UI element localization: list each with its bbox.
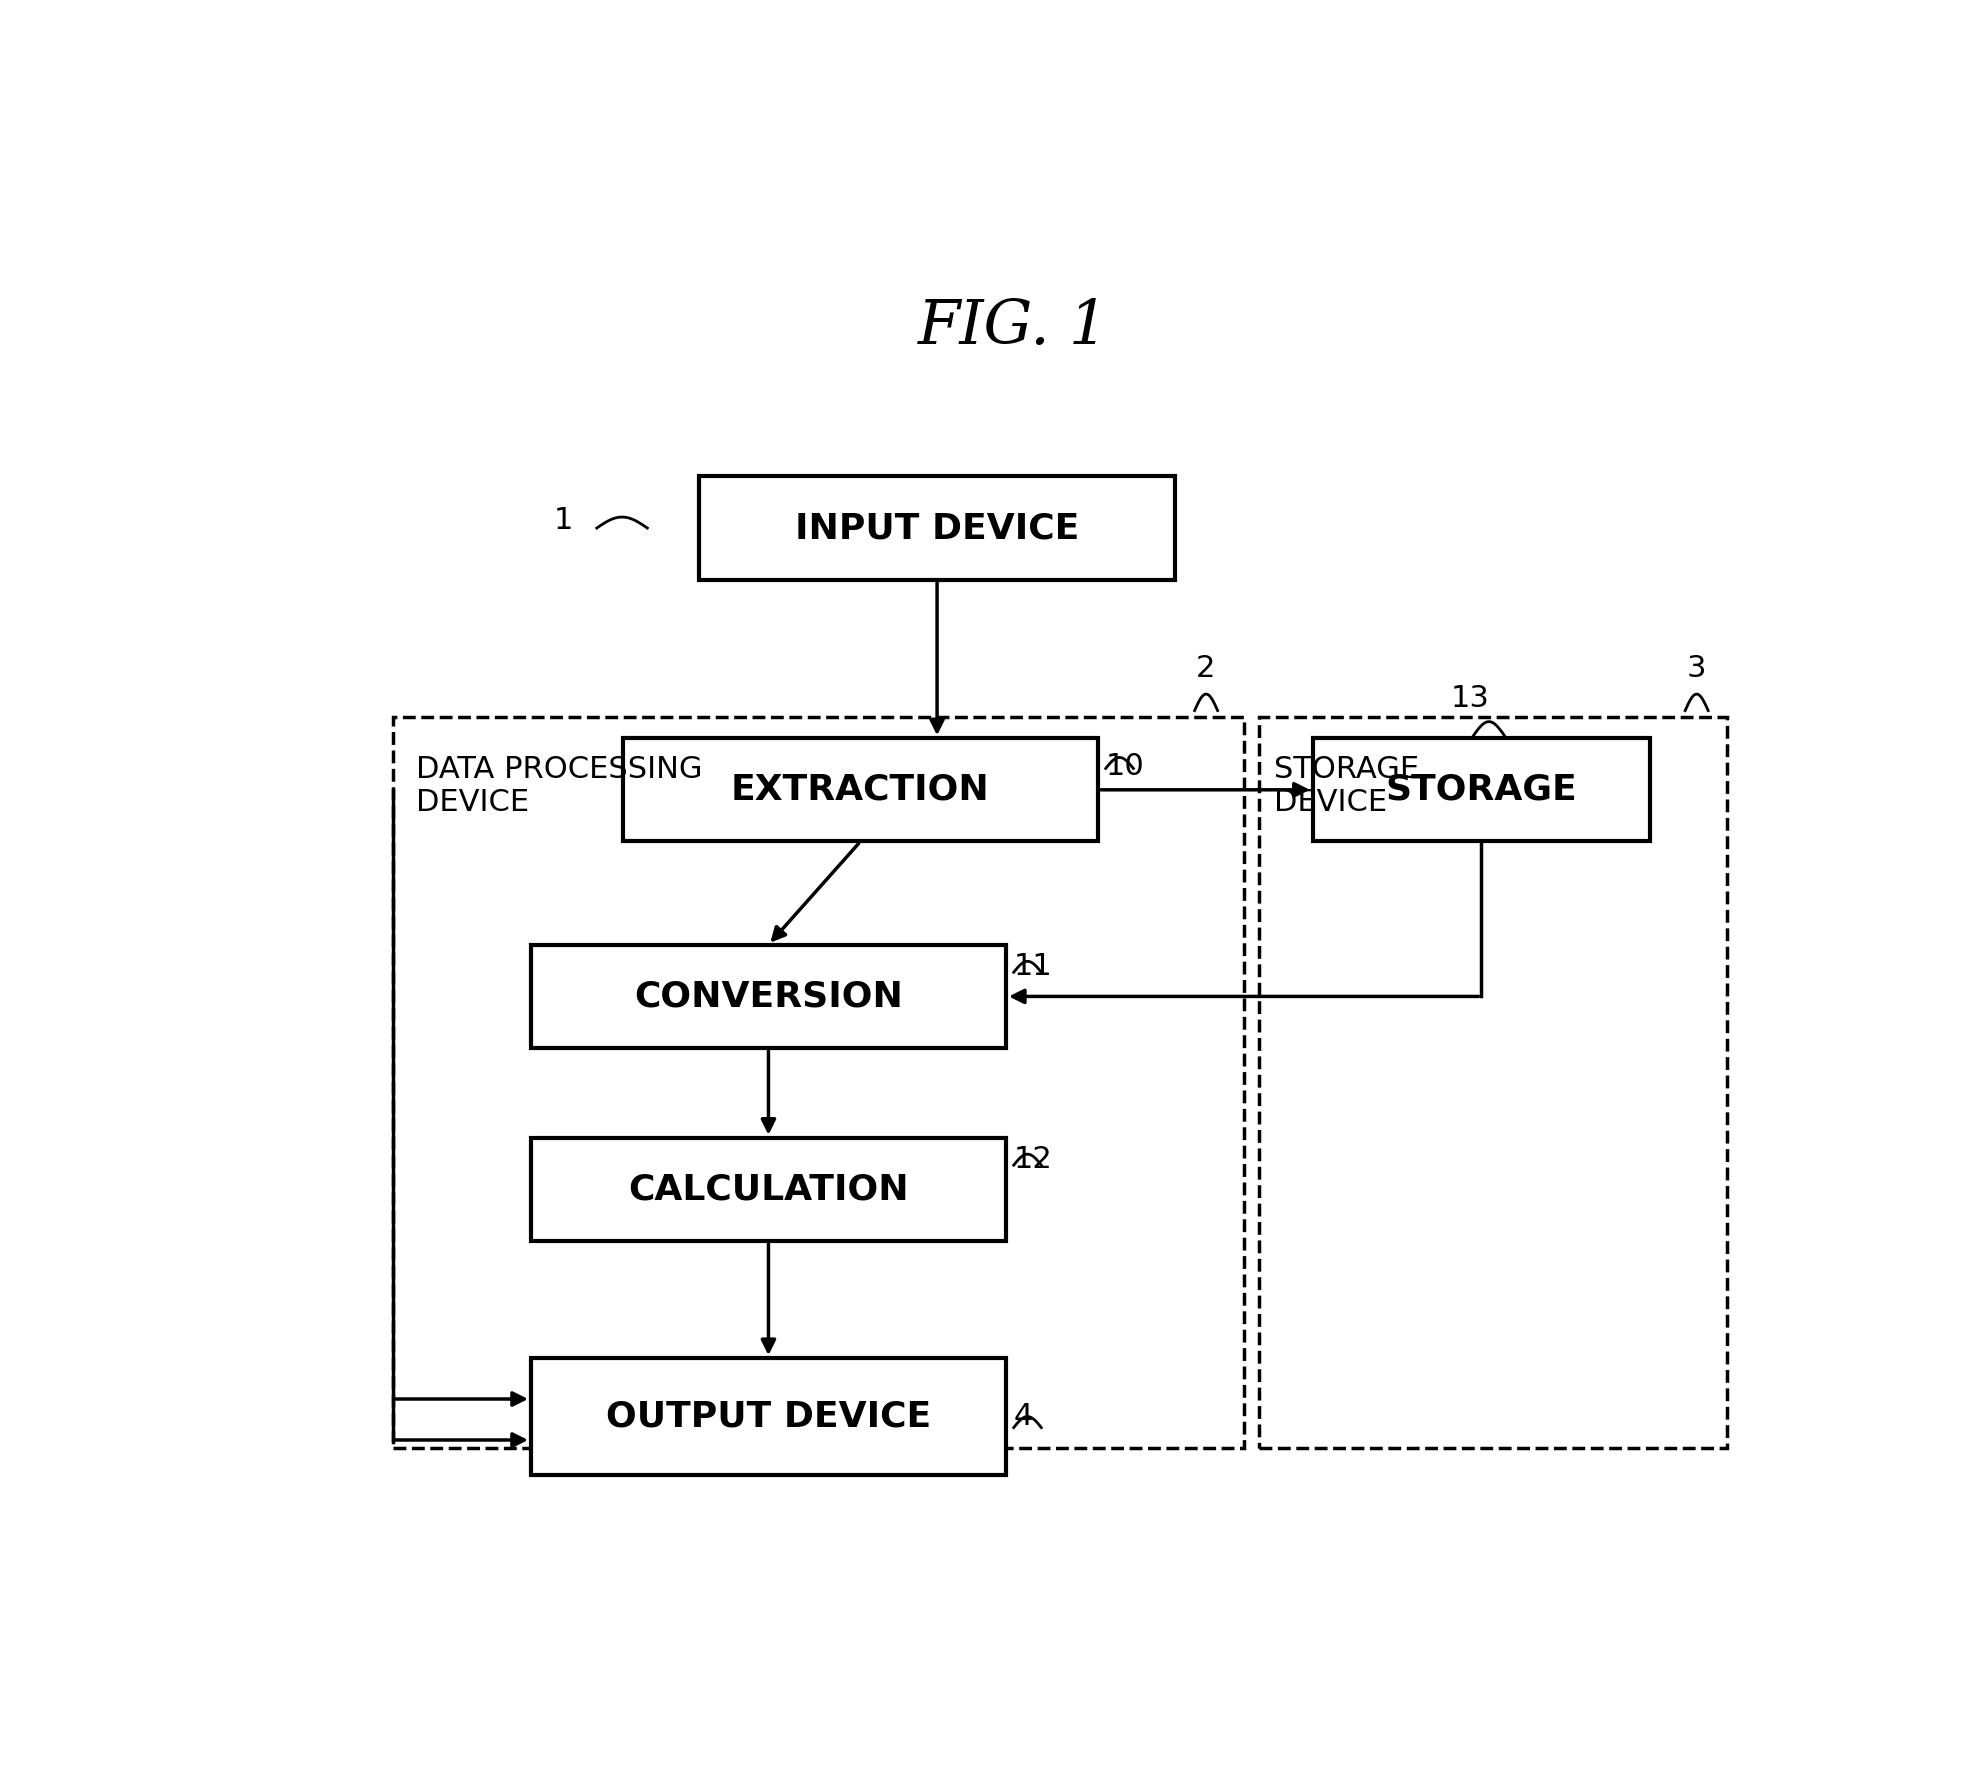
Text: 11: 11 [1015, 952, 1052, 980]
Bar [700, 476, 1175, 580]
Bar [394, 717, 1244, 1447]
Text: CALCULATION: CALCULATION [629, 1172, 908, 1206]
Text: 13: 13 [1450, 685, 1489, 714]
Text: DATA PROCESSING
DEVICE: DATA PROCESSING DEVICE [415, 755, 702, 818]
Text: 3: 3 [1685, 655, 1705, 683]
Text: CONVERSION: CONVERSION [635, 979, 902, 1013]
Text: 1: 1 [554, 506, 574, 535]
Text: 4: 4 [1015, 1403, 1033, 1431]
Text: FIG. 1: FIG. 1 [918, 297, 1110, 358]
Bar [1260, 717, 1727, 1447]
Bar [1313, 739, 1650, 841]
Text: 2: 2 [1195, 655, 1214, 683]
Text: INPUT DEVICE: INPUT DEVICE [795, 512, 1080, 546]
Bar [530, 945, 1007, 1048]
Text: 10: 10 [1106, 751, 1145, 782]
Text: STORAGE: STORAGE [1385, 773, 1576, 807]
Text: EXTRACTION: EXTRACTION [732, 773, 989, 807]
Bar [530, 1138, 1007, 1242]
Text: STORAGE
DEVICE: STORAGE DEVICE [1274, 755, 1420, 818]
Bar [530, 1358, 1007, 1476]
Text: OUTPUT DEVICE: OUTPUT DEVICE [605, 1399, 932, 1433]
Bar [623, 739, 1098, 841]
Text: 12: 12 [1015, 1145, 1052, 1174]
